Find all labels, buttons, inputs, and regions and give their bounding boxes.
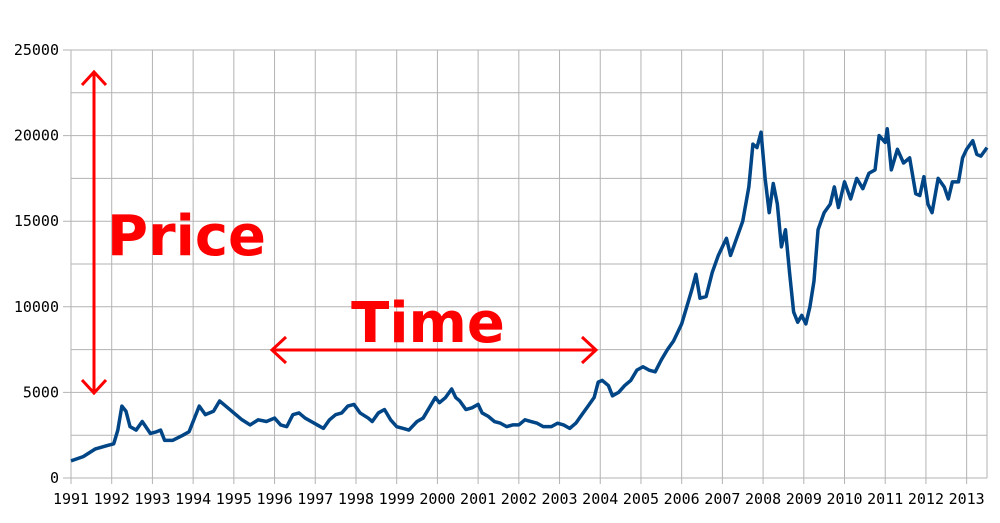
annotation: Time <box>351 291 505 356</box>
x-tick-label: 2011 <box>867 490 903 508</box>
annotation: Price <box>107 204 266 269</box>
x-tick-label: 2003 <box>541 490 577 508</box>
x-tick-label: 2009 <box>786 490 822 508</box>
x-tick-label: 1991 <box>53 490 89 508</box>
y-tick-label: 20000 <box>14 127 59 145</box>
arrow-head <box>80 378 108 396</box>
x-tick-label: 2010 <box>826 490 862 508</box>
x-tick-label: 1995 <box>216 490 252 508</box>
x-tick-label: 1993 <box>134 490 170 508</box>
x-tick-label: 2001 <box>460 490 496 508</box>
y-tick-label: 5000 <box>23 383 59 401</box>
x-tick-label: 2008 <box>745 490 781 508</box>
x-tick-label: 2007 <box>704 490 740 508</box>
y-tick-label: 10000 <box>14 298 59 316</box>
x-tick-label: 1996 <box>256 490 292 508</box>
x-tick-label: 2005 <box>623 490 659 508</box>
x-tick-label: 2012 <box>908 490 944 508</box>
x-tick-label: 2004 <box>582 490 618 508</box>
x-tick-label: 2006 <box>664 490 700 508</box>
y-tick-label: 0 <box>50 469 59 487</box>
x-tick-label: 1992 <box>94 490 130 508</box>
line-series <box>70 127 989 463</box>
arrow-head <box>269 335 288 365</box>
x-tick-label: 2013 <box>949 490 985 508</box>
arrows <box>80 69 599 396</box>
x-tick-label: 1997 <box>297 490 333 508</box>
x-tick-label: 1999 <box>379 490 415 508</box>
x-tick-label: 1994 <box>175 490 211 508</box>
arrow-head <box>580 335 599 365</box>
x-tick-label: 2002 <box>501 490 537 508</box>
y-tick-label: 15000 <box>14 212 59 230</box>
x-tick-label: 2000 <box>419 490 455 508</box>
y-tick-label: 25000 <box>14 41 59 59</box>
x-tick-label: 1998 <box>338 490 374 508</box>
arrow-head <box>80 69 108 87</box>
